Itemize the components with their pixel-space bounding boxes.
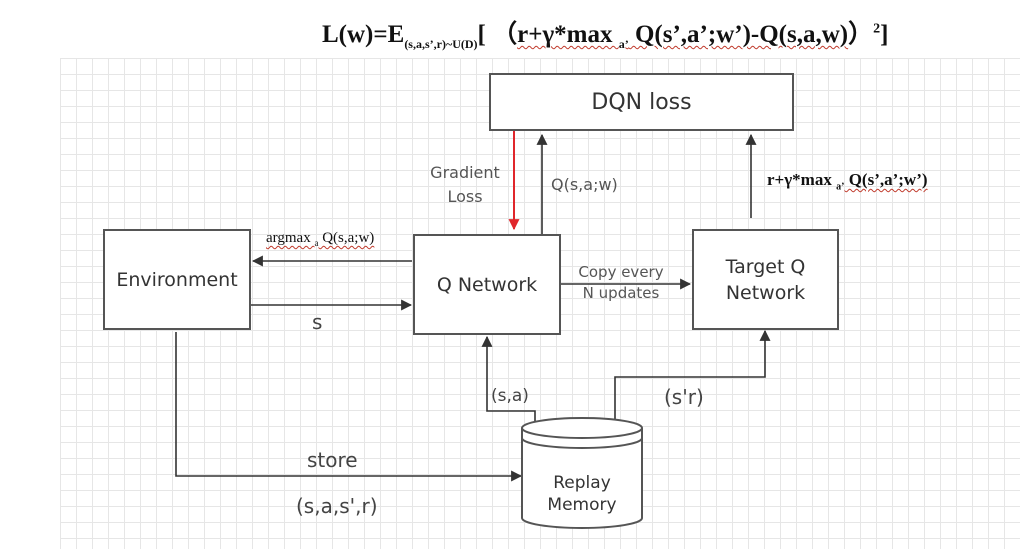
target-value-suffix: Q(s’,a’;w’) [844,170,928,189]
copy-label-line1: Copy every [578,263,664,281]
target-value-sub: a’ [836,181,845,193]
store-arrow [175,332,523,482]
transition-label: (s,a,s',r) [296,494,378,518]
formula-sup: 2 [873,21,881,37]
gradient-loss-line2: Loss [447,187,483,206]
argmax-label: argmax a Q(s,a;w) [266,230,374,248]
sr-label: (s'r) [664,385,704,409]
formula-body2: Q(s’,a’;w’)-Q(s,a,w) [628,21,849,48]
replay-memory-label-line2: Memory [547,495,617,515]
target-q-network-box: Target Q Network [692,229,839,330]
dqn-loss-label: DQN loss [591,89,692,115]
sa-sample-arrow [481,335,536,423]
sa-label: (s,a) [491,386,529,406]
environment-box: Environment [103,229,251,330]
replay-memory-label: Replay Memory [522,472,642,516]
q-value-label: Q(s,a;w) [551,175,618,194]
formula-prefix: L(w)=E [322,21,405,48]
argmax-suffix: Q(s,a;w) [318,230,375,246]
formula-sub: (s,a,s’,r)~U(D) [404,37,478,51]
store-label: store [307,448,358,472]
replay-memory-cylinder [521,417,643,529]
sr-sample-arrow [614,329,771,423]
formula-paren-close: ） [848,21,874,48]
formula-bracket-open: [ （ [477,21,518,48]
gradient-loss-label: Gradient Loss [420,161,510,209]
q-network-label: Q Network [436,273,538,296]
formula-body1: r+γ*max [517,21,619,48]
dqn-loss-box: DQN loss [489,73,794,131]
formula-bracket-close: ] [880,21,889,48]
argmax-prefix: argmax [266,230,315,246]
environment-label: Environment [116,268,238,291]
formula-body-sub: a’ [618,37,629,51]
loss-formula: L(w)=E(s,a,s’,r)~U(D)[ （r+γ*max a’ Q(s’,… [322,14,888,52]
state-label: s [312,310,323,334]
target-q-network-label-line1: Target Q [725,255,806,278]
gradient-loss-line1: Gradient [430,163,500,182]
target-value-prefix: r+γ*max [767,170,837,189]
formula-body: r+γ*max a’ Q(s’,a’;w’)-Q(s,a,w) [517,21,849,51]
replay-memory-label-line1: Replay [553,473,611,493]
target-q-network-label-line2: Network [725,281,806,304]
q-network-box: Q Network [413,234,561,335]
copy-label: Copy every N updates [562,262,680,304]
argmax-sub: a [314,238,319,248]
target-value-label: r+γ*max a’ Q(s’,a’;w’) [767,170,928,192]
copy-label-line2: N updates [582,284,660,302]
